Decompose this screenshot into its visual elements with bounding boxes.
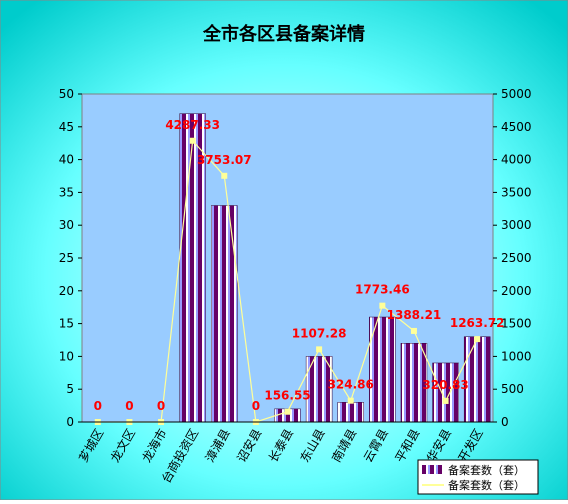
y2-tick-label: 1500 — [501, 317, 532, 331]
y2-tick-label: 3500 — [501, 185, 532, 199]
line-marker — [379, 302, 386, 309]
data-label: 1107.28 — [292, 326, 347, 340]
y2-tick-label: 1000 — [501, 349, 532, 363]
data-label: 0 — [125, 399, 133, 413]
legend-label: 备案套数（套） — [448, 478, 525, 492]
plot-area — [81, 93, 494, 423]
data-label: 1773.46 — [355, 283, 410, 297]
line-marker — [474, 336, 481, 343]
y-tick-label: 15 — [59, 317, 74, 331]
chart-title: 全市各区县备案详情 — [202, 23, 365, 45]
data-label: 1263.72 — [450, 316, 505, 330]
y2-tick-label: 0 — [501, 415, 509, 429]
y-tick-label: 35 — [59, 185, 74, 199]
data-label: 4287.33 — [165, 118, 220, 132]
bar — [211, 205, 238, 423]
y2-tick-label: 500 — [501, 382, 524, 396]
bar — [463, 336, 491, 423]
y-tick-label: 30 — [59, 218, 74, 232]
bar — [400, 343, 428, 423]
y-tick-label: 50 — [59, 87, 74, 101]
data-label: 320.83 — [422, 378, 468, 392]
y-tick-label: 45 — [59, 120, 74, 134]
y-tick-label: 40 — [59, 153, 74, 167]
y2-tick-label: 2500 — [501, 251, 532, 265]
data-label: 0 — [157, 399, 165, 413]
data-label: 1388.21 — [387, 308, 442, 322]
bar — [337, 402, 364, 423]
y2-tick-label: 5000 — [501, 87, 532, 101]
y2-tick-label: 2000 — [501, 284, 532, 298]
y-tick-label: 20 — [59, 284, 74, 298]
data-label: 324.86 — [328, 378, 374, 392]
data-label: 3753.07 — [197, 153, 252, 167]
bar — [179, 113, 206, 423]
data-label: 0 — [252, 399, 260, 413]
y-tick-label: 25 — [59, 251, 74, 265]
line-marker — [221, 172, 228, 179]
legend — [417, 459, 539, 495]
y2-tick-label: 3000 — [501, 218, 532, 232]
y-tick-label: 5 — [66, 382, 74, 396]
line-marker — [442, 397, 449, 404]
line-marker — [284, 408, 291, 415]
bar — [369, 316, 396, 423]
y2-tick-label: 4500 — [501, 120, 532, 134]
y-tick-label: 10 — [59, 349, 74, 363]
line-marker — [189, 137, 196, 144]
line-marker — [410, 327, 417, 334]
bar — [432, 362, 459, 423]
line-marker — [316, 346, 323, 353]
line-marker — [347, 397, 354, 404]
y-tick-label: 0 — [66, 415, 74, 429]
y2-tick-label: 4000 — [501, 153, 532, 167]
data-label: 0 — [94, 399, 102, 413]
legend-label: 备案套数（套） — [448, 463, 525, 477]
legend-swatch — [422, 465, 444, 474]
data-label: 156.55 — [264, 389, 310, 403]
